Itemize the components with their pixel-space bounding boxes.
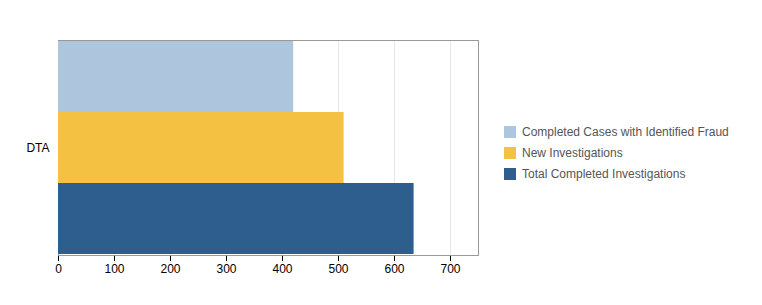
svg-text:600: 600 bbox=[384, 262, 404, 276]
svg-text:100: 100 bbox=[104, 262, 124, 276]
svg-text:DTA: DTA bbox=[26, 141, 49, 155]
svg-text:0: 0 bbox=[55, 262, 62, 276]
svg-text:200: 200 bbox=[160, 262, 180, 276]
svg-text:400: 400 bbox=[272, 262, 292, 276]
svg-text:300: 300 bbox=[216, 262, 236, 276]
svg-text:500: 500 bbox=[328, 262, 348, 276]
svg-text:700: 700 bbox=[440, 262, 460, 276]
html-text:New Investigations: New Investigations bbox=[522, 145, 623, 160]
html-text:Completed Cases with Identifie: Completed Cases with Identified Fraud bbox=[522, 124, 729, 139]
html-text:Total Completed Investigations: Total Completed Investigations bbox=[522, 166, 686, 181]
